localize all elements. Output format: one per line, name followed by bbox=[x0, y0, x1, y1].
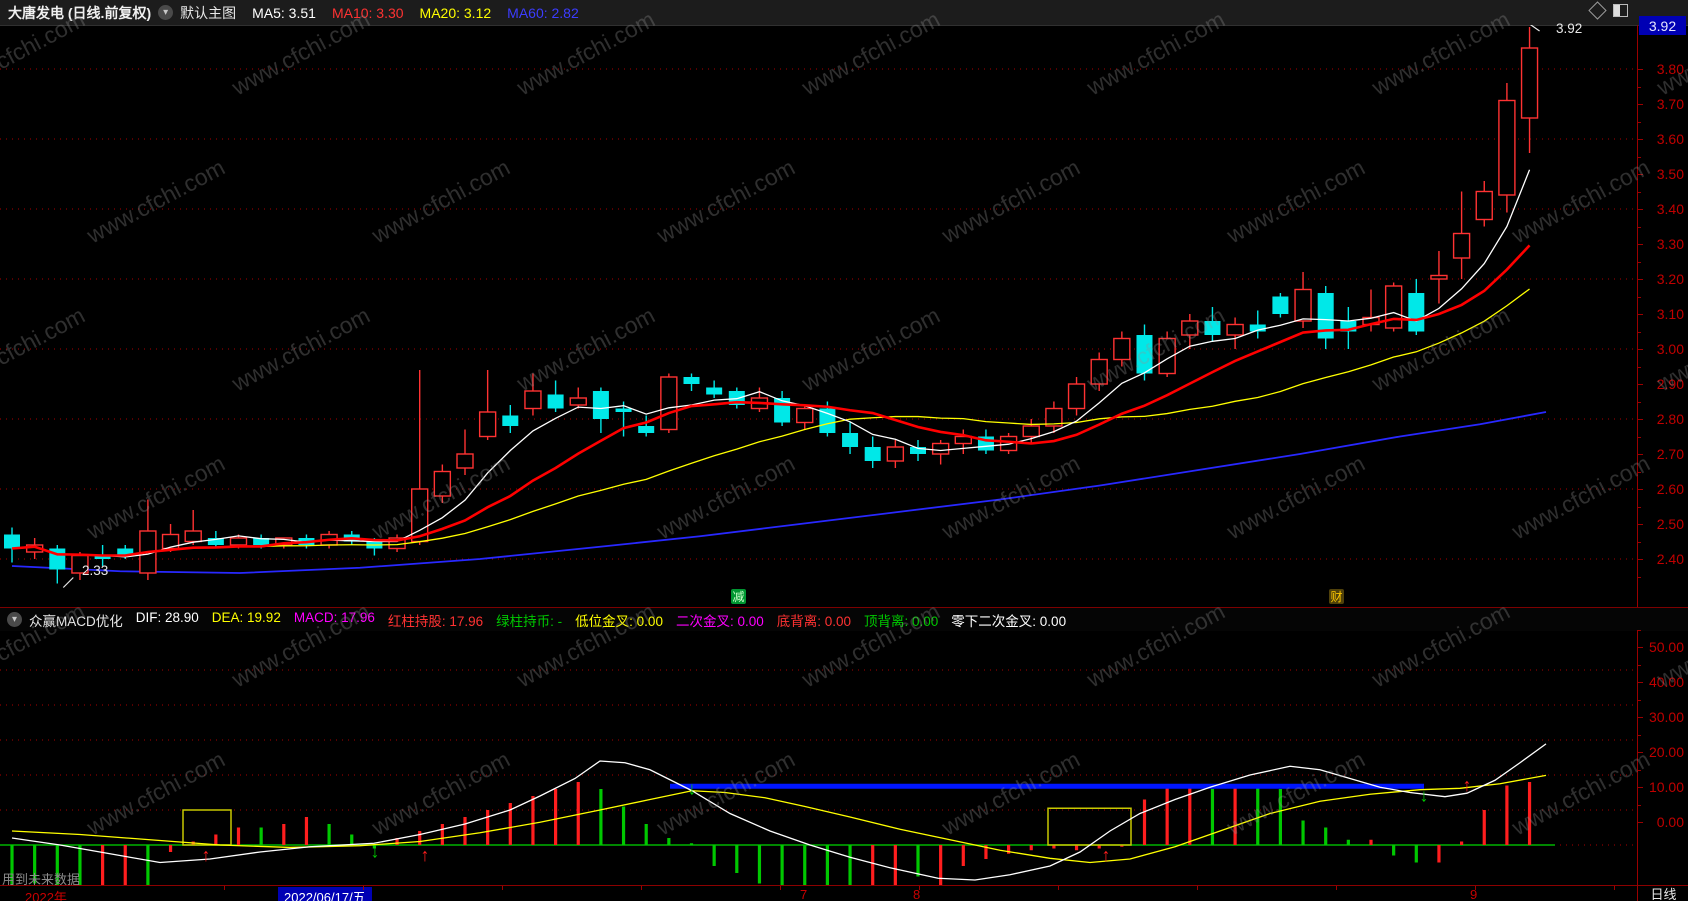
price-axis-label: 2.60 bbox=[1656, 481, 1684, 497]
price-axis-label: 2.90 bbox=[1656, 376, 1684, 392]
legend-item: MA10: 3.30 bbox=[331, 4, 404, 21]
macd-axis-label: 40.00 bbox=[1648, 674, 1684, 690]
chevron-down-icon[interactable]: ▾ bbox=[158, 5, 174, 20]
month-tick-label: 8 bbox=[913, 887, 921, 901]
macd-axis-label: 10.00 bbox=[1648, 779, 1684, 795]
year-label: 2022年 bbox=[25, 890, 67, 901]
ma-legend: MA5: 3.51 MA10: 3.30 MA20: 3.12 MA60: 2.82 bbox=[252, 5, 595, 21]
price-axis-label: 3.80 bbox=[1656, 61, 1684, 77]
last-price-tag: 3.92 bbox=[1639, 16, 1686, 35]
legend-item: DEA: 19.92 bbox=[211, 609, 281, 625]
month-tick-label: 9 bbox=[1470, 887, 1478, 901]
price-axis-label: 2.80 bbox=[1656, 411, 1684, 427]
event-badge: 减 bbox=[731, 589, 746, 604]
svg-text:↑: ↑ bbox=[202, 845, 211, 865]
legend-item: MACD: 17.96 bbox=[293, 609, 375, 625]
window-icons bbox=[1588, 1, 1628, 20]
chevron-down-icon-macd[interactable]: ▾ bbox=[7, 612, 22, 627]
diamond-icon[interactable] bbox=[1588, 1, 1607, 20]
macd-panel-header: ▾ 众赢MACD优化 DIF: 28.90 DEA: 19.92 MACD: 17.… bbox=[0, 607, 1688, 631]
period-selector[interactable]: 日线 bbox=[1637, 885, 1688, 901]
macd-legend: DIF: 28.90 DEA: 19.92 MACD: 17.96 红柱持股: 17.… bbox=[136, 610, 1079, 630]
svg-text:↑: ↑ bbox=[421, 845, 430, 865]
layout-selector[interactable]: 默认主图 bbox=[180, 4, 237, 21]
macd-axis: 50.00 40.00 30.00 20.00 10.00 0.00 bbox=[1637, 629, 1688, 885]
price-axis-label: 3.10 bbox=[1656, 306, 1684, 322]
legend-item: 顶背离: 0.00 bbox=[864, 613, 939, 629]
price-axis-label: 3.70 bbox=[1656, 96, 1684, 112]
price-axis: 3.80 3.70 3.60 3.50 3.40 3.30 3.20 3.10 3.00 2.90… bbox=[1637, 25, 1688, 607]
price-axis-label: 3.20 bbox=[1656, 271, 1684, 287]
legend-item: MA20: 3.12 bbox=[419, 4, 492, 21]
selected-date-label: 2022/06/17/五 bbox=[278, 887, 372, 901]
price-axis-label: 3.40 bbox=[1656, 201, 1684, 217]
legend-item: 红柱持股: 17.96 bbox=[387, 613, 484, 629]
macd-axis-label: 20.00 bbox=[1648, 744, 1684, 760]
legend-item: 底背离: 0.00 bbox=[776, 613, 852, 629]
future-data-note: 用到未来数据 bbox=[2, 872, 81, 887]
event-badge: 财 bbox=[1329, 589, 1344, 604]
indicator-name[interactable]: 众赢MACD优化 bbox=[29, 613, 123, 629]
month-tick-label: 7 bbox=[800, 887, 808, 901]
split-panel-icon[interactable] bbox=[1613, 4, 1628, 17]
legend-item: MA60: 2.82 bbox=[507, 4, 579, 21]
legend-item: 二次金叉: 0.00 bbox=[675, 613, 764, 629]
macd-axis-label: 50.00 bbox=[1648, 639, 1684, 655]
legend-item: 绿柱持币: - bbox=[496, 613, 563, 629]
low-price-annotation: 2.33 bbox=[82, 563, 109, 578]
stock-title: 大唐发电 (日线.前复权) bbox=[8, 4, 152, 21]
price-axis-label: 2.70 bbox=[1656, 446, 1684, 462]
macd-chart-canvas[interactable]: ↑ ↑ ↓ ↓ ↑ ↓ ↑ bbox=[0, 630, 1637, 885]
price-axis-label: 2.50 bbox=[1656, 516, 1684, 532]
svg-text:↑: ↑ bbox=[1102, 845, 1111, 865]
price-axis-label: 3.50 bbox=[1656, 166, 1684, 182]
macd-axis-label: 0.00 bbox=[1656, 814, 1684, 830]
legend-item: 零下二次金叉: 0.00 bbox=[951, 613, 1067, 629]
legend-item: DIF: 28.90 bbox=[135, 609, 199, 625]
high-price-annotation: 3.92 bbox=[1556, 21, 1583, 36]
price-axis-label: 3.00 bbox=[1656, 341, 1684, 357]
svg-text:↓: ↓ bbox=[371, 841, 380, 861]
legend-item: 低位金叉: 0.00 bbox=[575, 613, 663, 629]
svg-text:↓: ↓ bbox=[1420, 785, 1429, 805]
price-axis-label: 3.30 bbox=[1656, 236, 1684, 252]
time-axis-bar: 2022年 2022/06/17/五 7 8 9 bbox=[0, 885, 1688, 901]
legend-item: MA5: 3.51 bbox=[252, 4, 316, 21]
price-axis-label: 3.60 bbox=[1656, 131, 1684, 147]
svg-text:↑: ↑ bbox=[1463, 775, 1472, 795]
main-chart-header: 大唐发电 (日线.前复权) ▾ 默认主图 MA5: 3.51 MA10: 3.30… bbox=[0, 0, 1688, 26]
macd-axis-label: 30.00 bbox=[1648, 709, 1684, 725]
svg-text:↓: ↓ bbox=[688, 778, 697, 798]
main-chart-canvas[interactable] bbox=[0, 25, 1637, 607]
price-axis-label: 2.40 bbox=[1656, 551, 1684, 567]
